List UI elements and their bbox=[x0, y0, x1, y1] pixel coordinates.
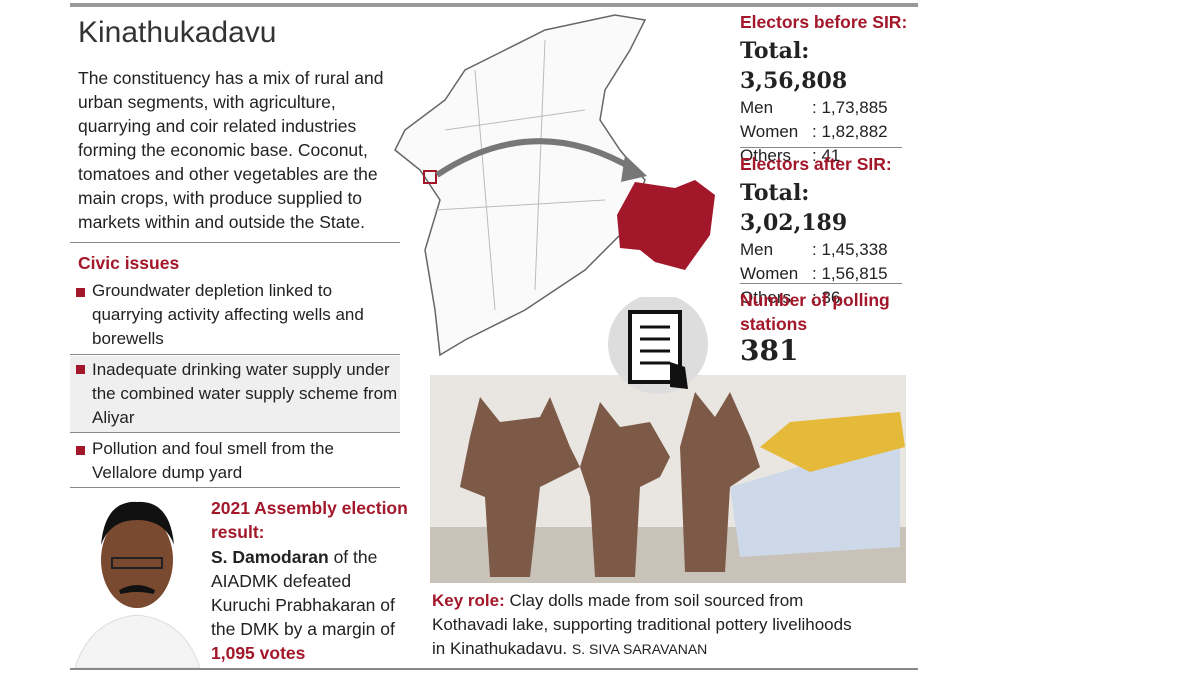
civic-heading: Civic issues bbox=[78, 253, 180, 273]
caption-lead: Key role: bbox=[432, 591, 505, 610]
electors-before: Electors before SIR: Total: 3,56,808 Men… bbox=[740, 8, 920, 168]
rule bbox=[70, 354, 400, 355]
value: : 1,56,815 bbox=[812, 264, 888, 283]
value: : 36 bbox=[812, 288, 841, 307]
rule bbox=[740, 283, 902, 284]
heading: Electors before SIR: bbox=[740, 12, 908, 32]
heading: Electors after SIR: bbox=[740, 154, 892, 174]
result-heading: 2021 Assembly election result: bbox=[211, 498, 408, 542]
issue: Groundwater depletion linked to quarryin… bbox=[70, 279, 400, 351]
margin: 1,095 votes bbox=[211, 643, 306, 663]
rule bbox=[740, 147, 902, 148]
issue: Pollution and foul smell from the Vellal… bbox=[70, 437, 400, 485]
result-body: of the AIADMK defeated Kuruchi Prabhakar… bbox=[211, 547, 395, 639]
bottom-rule bbox=[70, 668, 918, 670]
caption-text: Clay dolls made from soil sourced from K… bbox=[432, 591, 852, 658]
label: Women bbox=[740, 122, 799, 141]
value: : 41 bbox=[812, 146, 841, 165]
value: : 1,82,882 bbox=[812, 122, 888, 141]
top-rule bbox=[70, 3, 918, 7]
caption-credit: S. SIVA SARAVANAN bbox=[571, 641, 708, 657]
row: Men : 1,45,338 bbox=[740, 238, 920, 262]
label: Men bbox=[740, 98, 774, 117]
rule bbox=[70, 487, 400, 488]
label: Others bbox=[740, 288, 792, 307]
total: Total: 3,56,808 bbox=[740, 38, 848, 94]
value: : 1,45,338 bbox=[812, 240, 888, 259]
map bbox=[394, 14, 715, 357]
description: The constituency has a mix of rural and … bbox=[78, 68, 384, 232]
total: Total: 3,02,189 bbox=[740, 180, 848, 236]
rule bbox=[70, 242, 400, 243]
result-text: S. Damodaran of the AIADMK defeated Kuru… bbox=[211, 545, 411, 665]
label: Men bbox=[740, 240, 774, 259]
row: Men : 1,73,885 bbox=[740, 96, 920, 120]
row: Others : 36 bbox=[740, 286, 920, 310]
winner: S. Damodaran bbox=[211, 547, 329, 567]
issue: Inadequate drinking water supply under t… bbox=[70, 356, 400, 432]
electors-after: Electors after SIR: Total: 3,02,189 Men:… bbox=[740, 150, 920, 310]
polling-value: 381 bbox=[740, 334, 799, 367]
label: Women bbox=[740, 264, 799, 283]
polling-heading: Number of polling stations bbox=[740, 290, 890, 334]
title: Kinathukadavu bbox=[78, 16, 277, 49]
portrait bbox=[70, 490, 205, 668]
row: Women : 1,56,815 bbox=[740, 262, 920, 286]
label: Others bbox=[740, 146, 792, 165]
photo bbox=[430, 297, 906, 583]
caption: Key role: Clay dolls made from soil sour… bbox=[432, 589, 852, 661]
value: : 1,73,885 bbox=[812, 98, 888, 117]
row: Women : 1,82,882 bbox=[740, 120, 920, 144]
rule bbox=[70, 432, 400, 433]
row: Others : 41 bbox=[740, 144, 920, 168]
